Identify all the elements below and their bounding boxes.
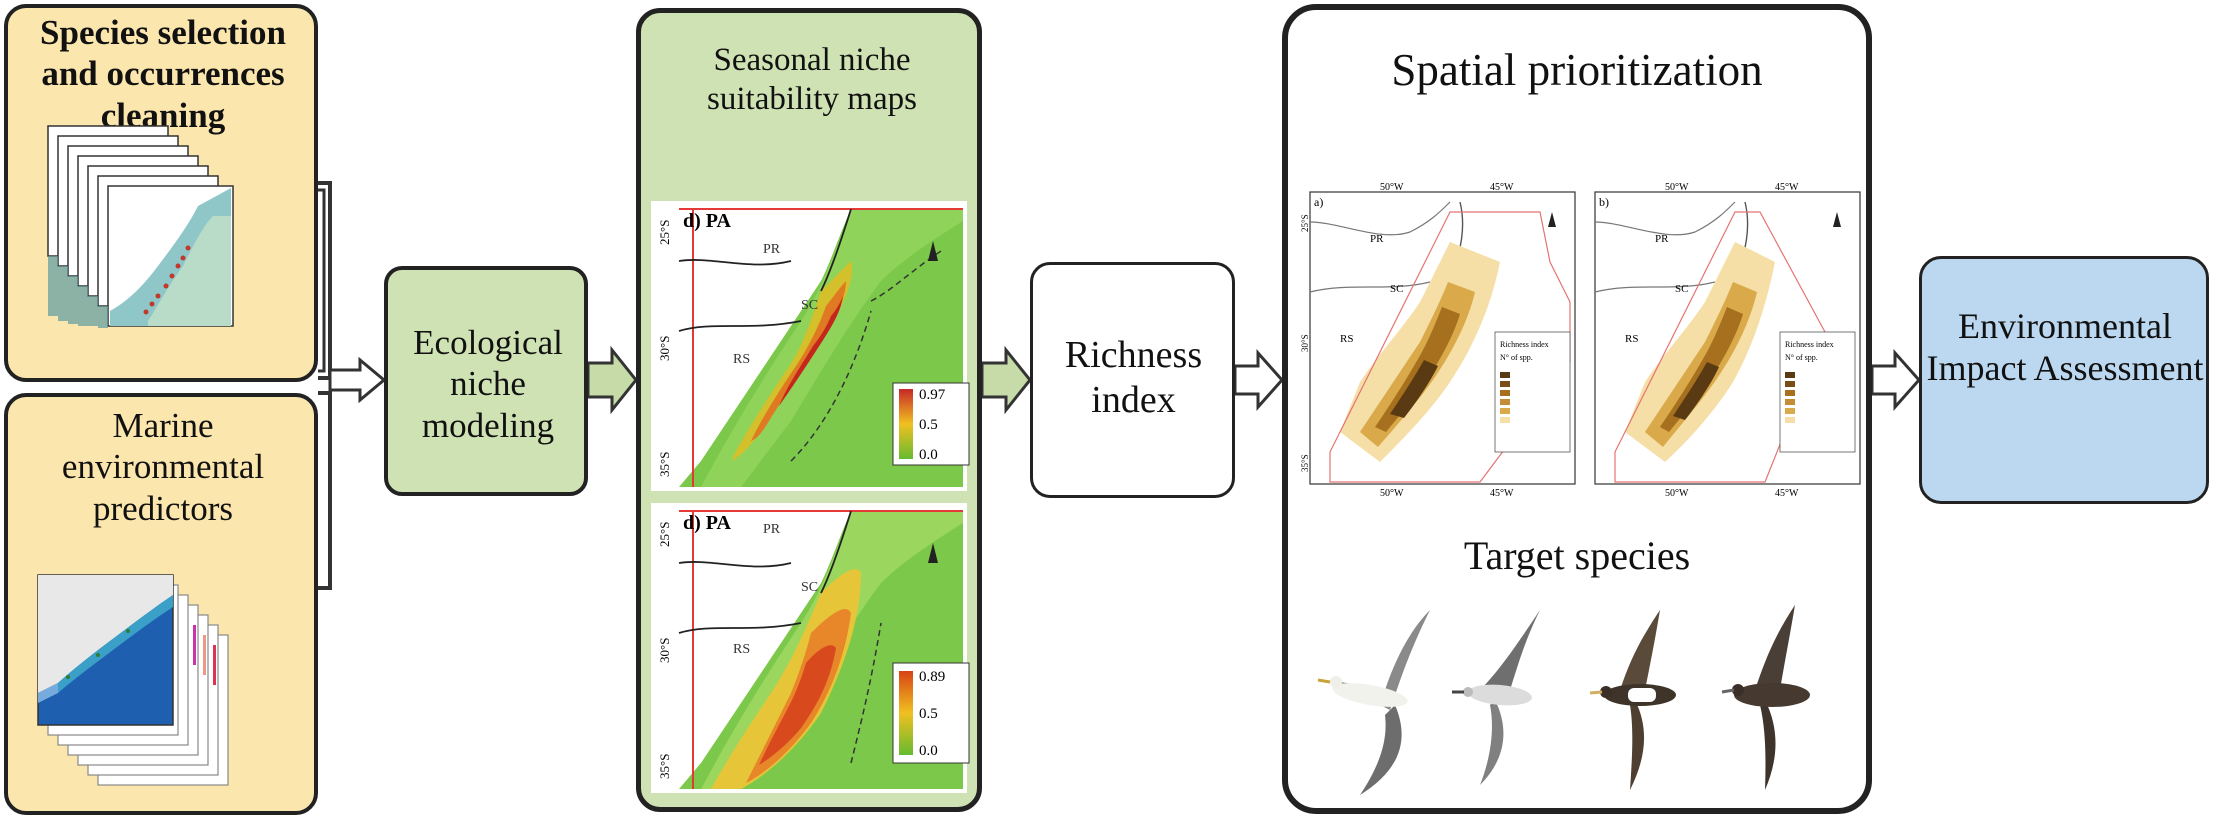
map-bottom-legend-mid: 0.5 bbox=[919, 706, 938, 722]
priority-map-a-lat-30: 30°S bbox=[1300, 334, 1310, 352]
richness-index-label: Richness index bbox=[1064, 334, 1203, 421]
priority-map-a-state-sc: SC bbox=[1390, 283, 1403, 295]
priority-map-a-lon-45: 45°W bbox=[1490, 182, 1514, 193]
niche-modeling-box: Ecological niche modeling bbox=[384, 266, 588, 496]
arrow-eco-to-maps bbox=[586, 345, 638, 415]
priority-map-b-lon-50: 50°W bbox=[1665, 182, 1689, 193]
species-selection-label: Species selection and occurrences cleani… bbox=[40, 13, 286, 135]
priority-map-b-state-rs: RS bbox=[1625, 333, 1638, 345]
priority-map-b: b) 50°W 45°W 50°W 45°W PR SC RS Richness… bbox=[1594, 182, 1861, 499]
map-top-legend-max: 0.97 bbox=[919, 387, 946, 403]
merge-bracket bbox=[318, 181, 332, 590]
arrow-to-eco bbox=[328, 356, 387, 404]
seasonal-maps-label: Seasonal niche suitability maps bbox=[707, 42, 917, 117]
priority-map-a-panel: a) bbox=[1314, 195, 1323, 209]
map-bottom-legend-min: 0.0 bbox=[919, 743, 938, 759]
occurrence-map-front bbox=[48, 185, 234, 328]
priority-map-b-state-pr: PR bbox=[1655, 233, 1669, 245]
map-top-state-sc: SC bbox=[801, 298, 818, 313]
priority-map-b-panel: b) bbox=[1599, 195, 1609, 209]
priority-map-b-state-sc: SC bbox=[1675, 283, 1688, 295]
seasonal-maps-box: Seasonal niche suitability maps d) PA PR… bbox=[636, 8, 982, 812]
priority-map-b-lon-45-bottom: 45°W bbox=[1775, 488, 1799, 499]
map-bottom-state-rs: RS bbox=[733, 642, 750, 657]
suitability-map-bottom: d) PA PR SC RS 25°S 30°S 35°S 0.89 0.5 0… bbox=[651, 503, 970, 793]
priority-map-a-lat-25: 25°S bbox=[1300, 214, 1310, 232]
map-top-lat-25: 25°S bbox=[657, 220, 672, 245]
map-bottom-lat-25: 25°S bbox=[657, 522, 672, 547]
map-top-state-pr: PR bbox=[763, 242, 781, 257]
marine-predictors-label: Marine environmental predictors bbox=[61, 406, 265, 528]
map-top-legend-mid: 0.5 bbox=[919, 417, 938, 433]
niche-modeling-label: Ecological niche modeling bbox=[413, 323, 563, 445]
species-selection-box: Species selection and occurrences cleani… bbox=[4, 4, 318, 382]
map-bottom-state-sc: SC bbox=[801, 580, 818, 595]
map-top-state-rs: RS bbox=[733, 352, 750, 367]
marine-predictors-box: Marine environmental predictors bbox=[4, 393, 318, 815]
richness-index-box: Richness index bbox=[1030, 262, 1235, 498]
priority-map-b-legend-sub: N° of spp. bbox=[1785, 353, 1818, 362]
arrow-maps-to-richness bbox=[980, 345, 1032, 415]
priority-map-b-legend-title: Richness index bbox=[1785, 340, 1834, 349]
bird-petrel-icon bbox=[1452, 610, 1540, 785]
arrow-spatial-to-eia bbox=[1870, 349, 1922, 411]
merge-bracket-inner bbox=[318, 188, 326, 373]
priority-map-a-lon-45-bottom: 45°W bbox=[1490, 488, 1514, 499]
bird-shearwater-icon bbox=[1589, 610, 1676, 790]
predictor-sheet-colors bbox=[193, 625, 216, 685]
target-species-birds bbox=[1317, 605, 1810, 795]
priority-map-b-lon-50-bottom: 50°W bbox=[1665, 488, 1689, 499]
map-bottom-legend-max: 0.89 bbox=[919, 669, 945, 685]
occurrence-map-stack bbox=[47, 125, 234, 328]
predictor-layer-stack bbox=[37, 574, 229, 786]
predictor-map-front bbox=[37, 574, 174, 726]
priority-map-a-lat-35: 35°S bbox=[1300, 454, 1310, 472]
map-bottom-state-pr: PR bbox=[763, 522, 781, 537]
priority-map-a-state-pr: PR bbox=[1370, 233, 1384, 245]
priority-map-a-legend-title: Richness index bbox=[1500, 340, 1549, 349]
map-top-lat-30: 30°S bbox=[657, 336, 672, 361]
priority-maps: a) 50°W 45°W 50°W 45°W 25°S 30°S 35°S PR… bbox=[1300, 182, 1861, 499]
target-species-label: Target species bbox=[1463, 533, 1691, 578]
priority-map-a-lon-50-bottom: 50°W bbox=[1380, 488, 1404, 499]
bird-dark-shearwater-icon bbox=[1721, 605, 1810, 790]
map-top-legend-min: 0.0 bbox=[919, 447, 938, 463]
priority-map-a-state-rs: RS bbox=[1340, 333, 1353, 345]
arrow-richness-to-spatial bbox=[1233, 349, 1285, 411]
map-top-lat-35: 35°S bbox=[657, 452, 672, 477]
priority-map-a: a) 50°W 45°W 50°W 45°W 25°S 30°S 35°S PR… bbox=[1300, 182, 1576, 499]
suitability-map-top: d) PA PR SC RS 25°S 30°S 35°S 0.97 0.5 0… bbox=[651, 201, 970, 491]
map-bottom-lat-35: 35°S bbox=[657, 754, 672, 779]
impact-assessment-label: Environmental Impact Assessment bbox=[1926, 306, 2204, 389]
spatial-prioritization-label: Spatial prioritization bbox=[1391, 45, 1763, 95]
map-top-panel-label: d) PA bbox=[683, 210, 732, 232]
map-bottom-lat-30: 30°S bbox=[657, 638, 672, 663]
impact-assessment-box: Environmental Impact Assessment bbox=[1919, 256, 2209, 504]
bird-albatross-icon bbox=[1317, 610, 1430, 795]
spatial-prioritization-box: Spatial prioritization a) 50°W bbox=[1282, 4, 1872, 814]
priority-map-a-lon-50: 50°W bbox=[1380, 182, 1404, 193]
map-bottom-panel-label: d) PA bbox=[683, 512, 732, 534]
priority-map-b-lon-45: 45°W bbox=[1775, 182, 1799, 193]
priority-map-a-legend-sub: N° of spp. bbox=[1500, 353, 1533, 362]
